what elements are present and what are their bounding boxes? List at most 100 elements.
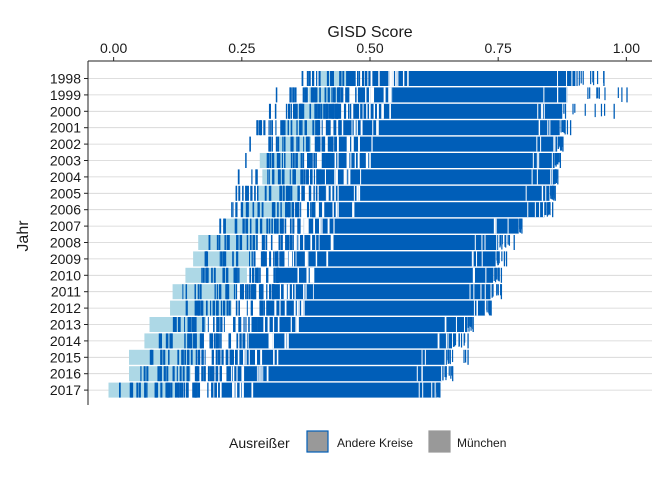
gap-line [397,71,399,86]
gap-line [542,202,544,218]
kreis-line [220,251,223,267]
kreis-line [305,87,308,103]
gap-line [377,120,379,136]
kreis-line [561,136,563,151]
gap-line [286,284,288,300]
kreis-line [287,185,289,201]
kreis-line [296,120,298,136]
kreis-line [315,120,318,136]
kreis-line [463,349,465,363]
gap-line [255,349,258,365]
gap-line [290,317,292,332]
kreis-line [177,349,180,365]
kreis-line [507,235,509,245]
y-tick-label: 2014 [50,333,81,349]
kreis-line [334,120,337,136]
kreis-line [199,333,201,349]
gap-line [343,169,345,185]
kreis-line [233,317,236,332]
kreis-line [312,120,315,136]
kreis-line [205,251,209,267]
kreis-line [313,153,316,168]
gap-line [295,317,297,332]
kreis-line [337,103,340,119]
gap-line [272,333,274,349]
gap-line [247,333,249,349]
andere-kreise-block [349,103,563,119]
gap-line [352,202,354,218]
kreis-line [269,251,272,267]
kreis-line [283,120,286,136]
kreis-line [467,333,469,349]
kreis-line [253,251,256,267]
kreis-line [496,267,498,280]
kreis-line [438,382,440,398]
kreis-line [267,169,269,185]
kreis-line [205,300,208,316]
gap-line [334,169,336,185]
gap-line [347,136,350,152]
gap-line [297,317,299,332]
gap-line [241,366,244,382]
gap-line [298,235,300,250]
kreis-line [170,382,173,398]
kreis-line [195,300,198,316]
kreis-line [279,218,283,234]
gap-line [538,120,540,136]
kreis-line [452,333,455,347]
kreis-line [317,103,321,119]
kreis-line [300,153,303,168]
kreis-line [559,136,562,151]
kreis-line [564,120,566,135]
kreis-line [626,87,628,103]
gap-line [447,333,449,349]
kreis-line [216,317,218,332]
gap-line [445,333,447,349]
gap-line [356,120,358,136]
kreis-line [493,267,495,281]
gap-line [550,169,552,185]
kreis-line [212,366,215,382]
gap-line [389,103,391,119]
gap-line [438,333,440,349]
gap-line [421,349,423,365]
kreis-line [184,349,187,365]
kreis-line [202,300,204,316]
kreis-line [589,87,591,99]
kreis-line [324,136,326,152]
kreis-line [268,218,271,234]
kreis-line [151,349,154,365]
kreis-line [289,169,291,185]
gap-line [368,87,371,103]
kreis-line [348,71,350,86]
kreis-line [351,71,354,86]
kreis-line [196,366,198,382]
kreis-line [467,317,469,328]
kreis-line [268,120,270,136]
kreis-line [169,333,172,349]
gap-line [350,153,352,168]
kreis-line [566,120,569,135]
kreis-line [280,202,282,218]
kreis-line [269,153,272,168]
legend-swatch [428,430,451,453]
kreis-line [235,267,238,283]
kreis-line [293,169,296,185]
kreis-line [356,71,359,86]
kreis-line [330,136,332,152]
kreis-line [445,366,447,381]
kreis-line [354,71,356,86]
kreis-line [242,284,245,300]
kreis-line [297,218,300,234]
gap-line [337,153,339,168]
gap-line [346,169,348,185]
kreis-line [305,87,307,103]
kreis-line [202,267,205,283]
kreis-line [266,300,269,316]
kreis-line [325,153,328,168]
kreis-line [500,267,503,283]
kreis-line [603,71,605,86]
kreis-line [166,366,168,382]
kreis-line [280,120,283,136]
